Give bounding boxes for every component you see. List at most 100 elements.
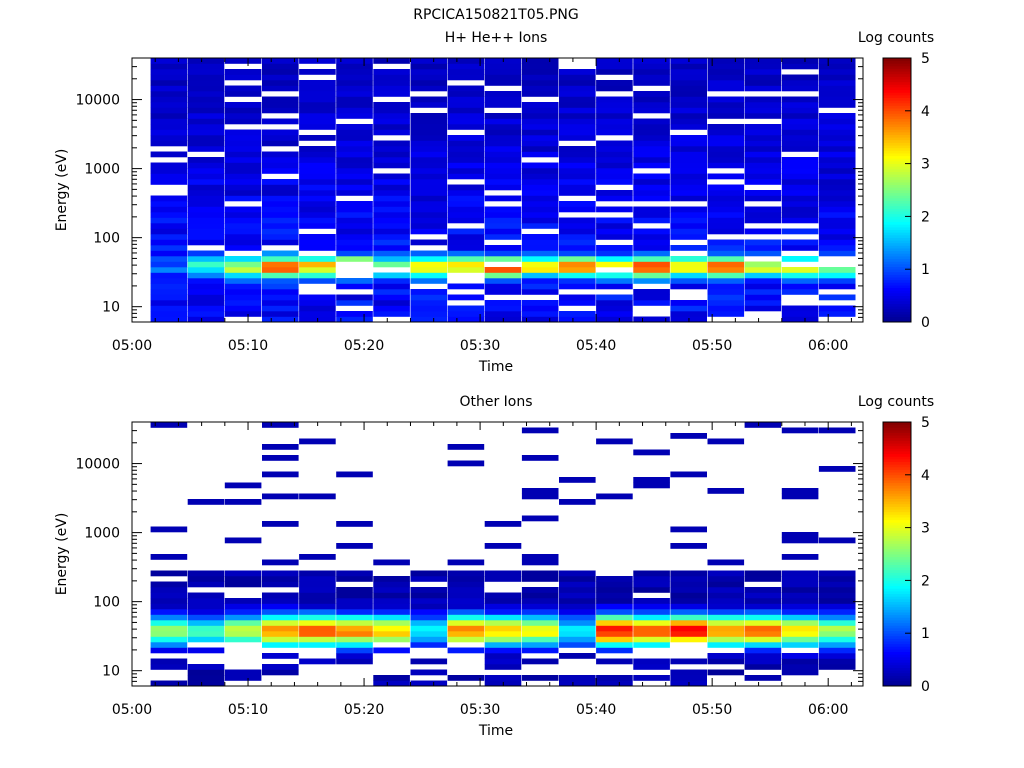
heatmap-cell (744, 80, 782, 86)
heatmap-cell (744, 603, 782, 610)
heatmap-cell (373, 576, 410, 582)
heatmap-cell (410, 113, 448, 119)
heatmap-cell (447, 444, 485, 450)
heatmap-cell (484, 250, 522, 257)
heatmap-cell (744, 162, 782, 169)
heatmap-cell (521, 223, 559, 229)
heatmap-cell (224, 603, 262, 610)
heatmap-cell (521, 278, 559, 284)
heatmap-cell (521, 85, 559, 92)
colorbar-segment (883, 448, 911, 452)
heatmap-cell (336, 250, 373, 257)
heatmap-cell (262, 135, 299, 141)
heatmap-cell (633, 228, 670, 235)
heatmap-cell (596, 195, 633, 202)
heatmap-cell (707, 135, 745, 141)
heatmap-cell (447, 58, 485, 64)
heatmap-cell (744, 102, 782, 108)
heatmap-cell (818, 135, 856, 141)
heatmap-cell (633, 625, 670, 632)
heatmap-cell (559, 217, 596, 224)
heatmap-cell (521, 515, 559, 522)
colorbar-segment (883, 245, 911, 249)
heatmap-cell (781, 63, 819, 70)
heatmap-cell (744, 609, 782, 615)
colorbar-segment (883, 192, 911, 196)
colorbar-segment (883, 585, 911, 589)
heatmap-cell (559, 598, 596, 604)
colorbar-segment (883, 646, 911, 650)
heatmap-cell (818, 631, 856, 637)
heatmap-cell (484, 151, 522, 158)
heatmap-cell (670, 74, 707, 81)
heatmap-cell (299, 217, 336, 224)
heatmap-cell (224, 609, 262, 615)
heatmap-cell (521, 124, 559, 130)
heatmap-cell (521, 592, 559, 599)
heatmap-cell (707, 294, 745, 301)
heatmap-cell (299, 102, 336, 108)
heatmap-cell (744, 96, 782, 103)
heatmap-cell (633, 609, 670, 615)
heatmap-cell (262, 261, 299, 268)
heatmap-cell (707, 620, 745, 626)
heatmap-cell (670, 179, 707, 185)
heatmap-cell (299, 658, 336, 665)
colorbar-segment (883, 168, 911, 172)
heatmap-cell (781, 129, 819, 136)
heatmap-cell (224, 151, 262, 158)
colorbar-tick-label: 5 (921, 415, 930, 431)
heatmap-cell (818, 311, 856, 317)
heatmap-cell (707, 157, 745, 163)
heatmap-cell (707, 609, 745, 615)
heatmap-cell (559, 129, 596, 136)
heatmap-cell (484, 570, 522, 577)
heatmap-cell (373, 173, 410, 180)
heatmap-cell (670, 576, 707, 582)
heatmap-cell (224, 620, 262, 626)
heatmap-cell (670, 636, 707, 643)
heatmap-cell (150, 422, 188, 428)
colorbar-segment (883, 195, 911, 199)
colorbar-segment (883, 596, 911, 600)
heatmap-cell (150, 609, 188, 615)
colorbar-segment (883, 654, 911, 658)
heatmap-cell (744, 173, 782, 180)
heatmap-cell (447, 206, 485, 213)
colorbar-segment (883, 620, 911, 624)
heatmap-cell (224, 206, 262, 213)
heatmap-cell (262, 294, 299, 301)
heatmap-cell (484, 184, 522, 191)
heatmap-cell (744, 239, 782, 246)
heatmap-cell (559, 146, 596, 152)
heatmap-cell (336, 107, 373, 114)
heatmap-cell (373, 58, 410, 64)
heatmap-cell (596, 223, 633, 229)
heatmap-cell (484, 173, 522, 180)
heatmap-cell (484, 664, 522, 670)
colorbar-segment (883, 625, 911, 629)
heatmap-cell (410, 576, 448, 582)
heatmap-cell (707, 129, 745, 136)
heatmap-cell (670, 598, 707, 604)
heatmap-cell (633, 289, 670, 295)
heatmap-cell (744, 113, 782, 119)
heatmap-cell (224, 300, 262, 306)
heatmap-cell (707, 96, 745, 103)
heatmap-cell (521, 151, 559, 158)
heatmap-cell (262, 162, 299, 169)
colorbar-tick-label: 0 (921, 679, 930, 695)
heatmap-cell (559, 642, 596, 648)
x-tick-label: 06:00 (808, 702, 848, 718)
colorbar-segment (883, 540, 911, 544)
heatmap-cell (150, 614, 188, 621)
colorbar-segment (883, 509, 911, 513)
heatmap-cell (484, 102, 522, 108)
heatmap-cell (744, 570, 782, 577)
heatmap-cell (150, 118, 188, 125)
heatmap-cell (633, 69, 670, 75)
heatmap-cell (299, 642, 336, 648)
heatmap-cell (521, 162, 559, 169)
heatmap-cell (670, 581, 707, 588)
colorbar-segment (883, 211, 911, 215)
